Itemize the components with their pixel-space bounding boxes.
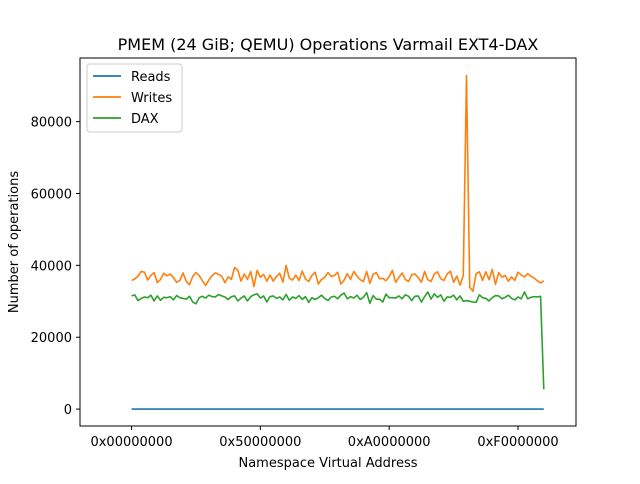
legend-label-writes: Writes [131, 91, 172, 106]
x-tick-label: 0x00000000 [90, 435, 172, 450]
series-line-writes [131, 74, 545, 293]
y-tick-label: 40000 [31, 259, 72, 274]
x-axis-title: Namespace Virtual Address [238, 456, 417, 471]
plot-frame [79, 57, 577, 427]
y-axis-ticks: 0 20000 40000 60000 80000 [31, 116, 80, 418]
x-axis-ticks: 0x00000000 0x50000000 0xA0000000 0xF0000000 [90, 426, 559, 450]
series-line-dax [131, 291, 545, 390]
legend-label-reads: Reads [131, 70, 171, 85]
y-tick-label: 0 [64, 403, 72, 418]
legend-label-dax: DAX [131, 112, 159, 127]
x-tick-label: 0x50000000 [219, 435, 301, 450]
chart-title: PMEM (24 GiB; QEMU) Operations Varmail E… [118, 35, 539, 54]
y-tick-label: 80000 [31, 116, 72, 131]
x-tick-label: 0xA0000000 [348, 435, 431, 450]
series-layer [131, 74, 545, 410]
x-tick-label: 0xF0000000 [477, 435, 558, 450]
y-tick-label: 20000 [31, 331, 72, 346]
legend: Reads Writes DAX [86, 63, 183, 133]
y-tick-label: 60000 [31, 187, 72, 202]
y-axis-title: Number of operations [7, 171, 22, 313]
legend-box [86, 63, 183, 133]
